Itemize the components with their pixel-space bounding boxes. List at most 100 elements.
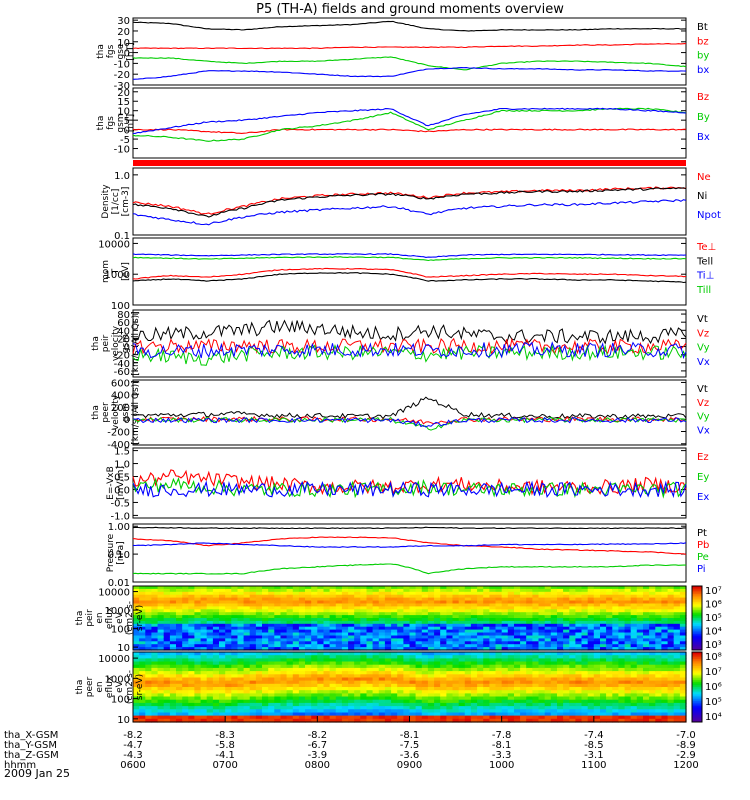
spectrogram-cell [133,629,140,634]
spectrogram-cell [360,603,367,607]
spectrogram-cell [391,632,398,636]
spectrogram-cell [446,620,454,625]
legend-entry: Ne [697,172,711,183]
spectrogram-cell [679,586,687,590]
spectrogram-cell [643,696,650,701]
spectrogram-cell [606,693,613,698]
spectrogram-cell [329,586,337,590]
spectrogram-cell [139,644,146,648]
spectrogram-cell [636,647,644,651]
spectrogram-cell [470,600,478,604]
spectrogram-cell [348,674,355,679]
spectrogram-cell [446,647,454,651]
spectrogram-cell [292,615,300,619]
spectrogram-cell [470,620,478,625]
spectrogram-cell [483,629,490,634]
spectrogram-cell [563,588,570,593]
spectrogram-cell [280,597,288,602]
spectrogram-cell [378,635,386,639]
spectrogram-cell [507,693,515,698]
spectrogram-cell [452,635,460,639]
spectrogram-cell [679,647,687,651]
spectrogram-cell [673,715,681,720]
spectrogram-cell [464,671,472,675]
spectrogram-cell [550,623,558,628]
spectrogram-cell [151,623,159,628]
spectrogram-cell [440,702,447,707]
spectrogram-cell [317,629,324,634]
spectrogram-cell [305,677,312,682]
spectrogram-cell [458,586,466,590]
spectrogram-cell [427,600,435,604]
spectrogram-cell [618,644,626,648]
spectrogram-cell [470,638,478,642]
spectrogram-cell [624,586,632,590]
spectrogram-cell [452,706,460,710]
spectrogram-cell [403,658,411,663]
spectrogram-cell [219,603,226,607]
spectrogram-cell [446,591,454,596]
spectrogram-cell [667,632,675,636]
spectrogram-cell [151,693,159,698]
panel-frame [132,379,687,446]
spectrogram-cell [384,635,392,639]
spectrogram-cell [200,671,208,675]
spectrogram-cell [643,644,650,648]
spectrogram-cell [268,667,275,672]
spectrogram-cell [133,702,140,707]
spectrogram-cell [514,632,521,636]
spectrogram-cell [200,647,208,651]
y-tick-label: 200 [111,403,130,414]
spectrogram-cell [133,597,140,602]
spectrogram-cell [563,591,570,596]
spectrogram-cell [341,712,349,717]
spectrogram-cell [409,715,417,720]
spectrogram-cell [526,626,533,631]
spectrogram-cell [262,652,269,656]
spectrogram-cell [372,600,380,604]
spectrogram-cell [606,680,613,685]
spectrogram-cell [612,658,619,663]
spectrogram-cell [176,600,183,604]
spectrogram-cell [489,712,497,717]
spectrogram-cell [514,655,521,659]
spectrogram-cell [341,671,349,675]
spectrogram-cell [421,641,429,645]
spectrogram-cell [206,609,214,613]
spectrogram-cell [600,712,607,717]
spectrogram-cell [477,612,484,616]
spectrogram-cell [563,693,570,698]
spectrogram-cell [636,712,644,717]
spectrogram-cell [434,594,441,599]
spectrogram-cell [206,638,214,642]
spectrogram-cell [636,623,644,628]
spectrogram-cell [520,677,527,682]
spectrogram-cell [673,629,681,634]
spectrogram-cell [630,652,638,656]
spectrogram-cell [151,618,159,622]
spectrogram-cell [188,635,195,639]
spectrogram-cell [600,632,607,636]
spectrogram-cell [335,603,343,607]
spectrogram-cell [255,667,263,672]
spectrogram-cell [520,597,527,602]
spectrogram-cell [255,615,263,619]
spectrogram-cell [532,623,540,628]
spectrogram-cell [200,677,208,682]
spectrogram-cell [182,612,189,616]
spectrogram-cell [139,618,146,622]
spectrogram-cell [249,699,257,704]
spectrogram-cell [384,620,392,625]
spectrogram-cell [200,632,208,636]
spectrogram-cell [286,706,294,710]
spectrogram-cell [378,586,386,590]
spectrogram-cell [274,671,281,675]
spectrogram-cell [581,680,589,685]
spectrogram-cell [612,594,619,599]
spectrogram-cell [231,600,238,604]
spectrogram-cell [495,696,503,701]
legend-entry: Bt [697,22,708,33]
spectrogram-cell [458,597,466,602]
spectrogram-cell [366,638,374,642]
spectrogram-cell [182,609,189,613]
